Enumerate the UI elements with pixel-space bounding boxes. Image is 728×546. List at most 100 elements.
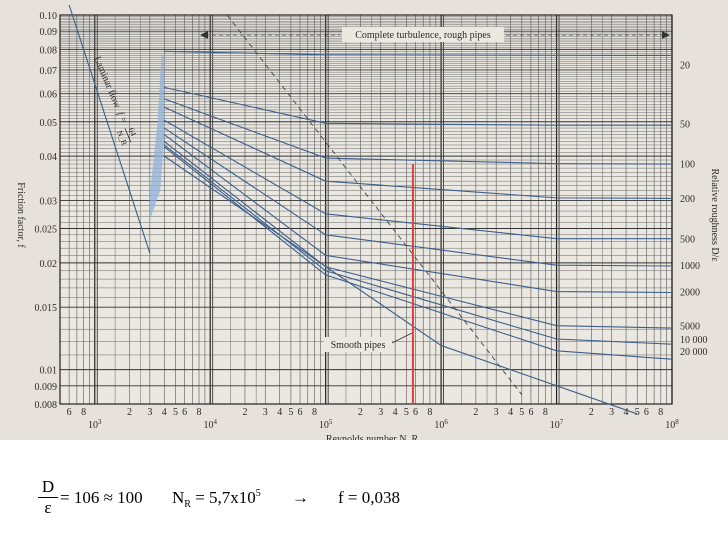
roughness-label: 10 000	[680, 335, 708, 346]
x-major-tick-label: 103	[88, 418, 102, 431]
fraction-numerator: D	[41, 477, 55, 496]
x-tick-label: 5	[404, 407, 409, 418]
x-tick-label: 3	[378, 407, 383, 418]
x-major-tick-label: 105	[319, 418, 333, 431]
arrowhead-left	[200, 31, 208, 39]
y-tick-label: 0.03	[40, 196, 58, 207]
x-tick-label: 2	[127, 407, 132, 418]
laminar-flow-line	[68, 4, 151, 254]
roughness-curve	[163, 127, 673, 267]
x-tick-label: 8	[197, 407, 202, 418]
y-tick-label: 0.05	[40, 118, 58, 129]
roughness-curve	[163, 119, 672, 240]
y-tick-label: 0.009	[35, 382, 58, 393]
x-tick-label: 3	[147, 407, 152, 418]
x-major-tick-label: 106	[434, 418, 448, 431]
y-tick-label: 0.01	[40, 366, 58, 377]
y-tick-label: 0.04	[40, 152, 58, 163]
y-axis-label: Friction factor, f	[15, 182, 26, 248]
x-tick-label: 6	[298, 407, 303, 418]
x-tick-label: 3	[263, 407, 268, 418]
reynolds-exponent: 5	[255, 488, 261, 499]
turbulence-label: Complete turbulence, rough pipes	[355, 30, 491, 41]
laminar-formula: f =	[115, 110, 130, 125]
x-major-tick-label: 108	[665, 418, 679, 431]
x-tick-label: 6	[67, 407, 72, 418]
reynolds-value: = 5,7x10	[190, 488, 256, 507]
roughness-curve	[163, 141, 673, 329]
roughness-axis-label: Relative roughness D/ε	[709, 168, 720, 261]
arrowhead-right	[662, 31, 670, 39]
roughness-curve	[164, 106, 673, 199]
roughness-label: 200	[680, 194, 695, 205]
x-tick-label: 3	[609, 407, 614, 418]
x-tick-label: 4	[277, 407, 282, 418]
roughness-label: 500	[680, 235, 695, 246]
x-tick-label: 2	[589, 407, 594, 418]
y-tick-label: 0.07	[40, 66, 58, 77]
x-tick-label: 5	[173, 407, 178, 418]
x-tick-label: 6	[182, 407, 187, 418]
roughness-label: 1000	[680, 261, 700, 272]
y-tick-label: 0.025	[35, 225, 58, 236]
x-axis-label: Reynolds number N_R	[326, 434, 419, 440]
y-tick-label: 0.09	[40, 27, 58, 38]
roughness-curve	[164, 98, 673, 165]
roughness-label: 5000	[680, 322, 700, 333]
smooth-arrow	[391, 332, 413, 344]
roughness-label: 50	[680, 119, 690, 130]
plot-frame	[59, 14, 673, 405]
reynolds-expression: NR = 5,7x105	[172, 488, 261, 510]
roughness-value: = 106 ≈ 100	[60, 488, 143, 507]
x-major-tick-label: 104	[203, 418, 217, 431]
roughness-curve	[163, 146, 673, 360]
y-tick-label: 0.02	[40, 259, 58, 270]
x-tick-label: 5	[635, 407, 640, 418]
x-tick-label: 8	[81, 407, 86, 418]
y-tick-label: 0.015	[35, 303, 58, 314]
x-tick-label: 3	[494, 407, 499, 418]
x-tick-label: 8	[543, 407, 548, 418]
roughness-label: 100	[680, 160, 695, 171]
friction-result: f = 0,038	[338, 488, 400, 507]
x-tick-label: 4	[393, 407, 398, 418]
x-tick-label: 4	[508, 407, 513, 418]
roughness-label: 2000	[680, 288, 700, 299]
y-tick-label: 0.008	[35, 400, 58, 411]
x-tick-label: 4	[624, 407, 629, 418]
moody-chart: 0.100.090.080.070.060.050.040.030.0250.0…	[15, 4, 720, 440]
fraction-bar	[38, 497, 58, 498]
roughness-label: 20	[680, 61, 690, 72]
transition-zone	[149, 53, 165, 221]
y-tick-label: 0.08	[40, 45, 58, 56]
fraction-denominator: ε	[44, 498, 52, 517]
y-tick-label: 0.06	[40, 90, 58, 101]
x-tick-label: 8	[658, 407, 663, 418]
roughness-curve	[163, 134, 673, 294]
x-tick-label: 5	[288, 407, 293, 418]
roughness-fraction: D ε	[38, 478, 58, 517]
laminar-numerator: 64	[127, 126, 138, 137]
formula-line: D ε = 106 ≈ 100 NR = 5,7x105 → f = 0,038	[30, 472, 720, 532]
roughness-curve	[164, 86, 672, 126]
x-tick-label: 2	[473, 407, 478, 418]
x-tick-label: 4	[162, 407, 167, 418]
smooth-pipes-label: Smooth pipes	[331, 340, 386, 351]
roughness-curve	[163, 144, 673, 345]
x-tick-label: 6	[528, 407, 533, 418]
smooth-pipe-curve	[163, 155, 638, 415]
reynolds-base: N	[172, 488, 185, 507]
arrow-symbol: →	[292, 488, 309, 507]
x-major-tick-label: 107	[550, 418, 564, 431]
x-tick-label: 2	[358, 407, 363, 418]
roughness-label: 20 000	[680, 347, 708, 358]
y-tick-label: 0.10	[40, 11, 58, 22]
turbulence-boundary	[226, 14, 523, 395]
x-tick-label: 8	[427, 407, 432, 418]
roughness-curve	[164, 50, 673, 57]
x-tick-label: 5	[519, 407, 524, 418]
laminar-fraction-bar	[124, 128, 132, 143]
x-tick-label: 8	[312, 407, 317, 418]
x-tick-label: 2	[242, 407, 247, 418]
smooth-label-bg	[324, 337, 392, 352]
